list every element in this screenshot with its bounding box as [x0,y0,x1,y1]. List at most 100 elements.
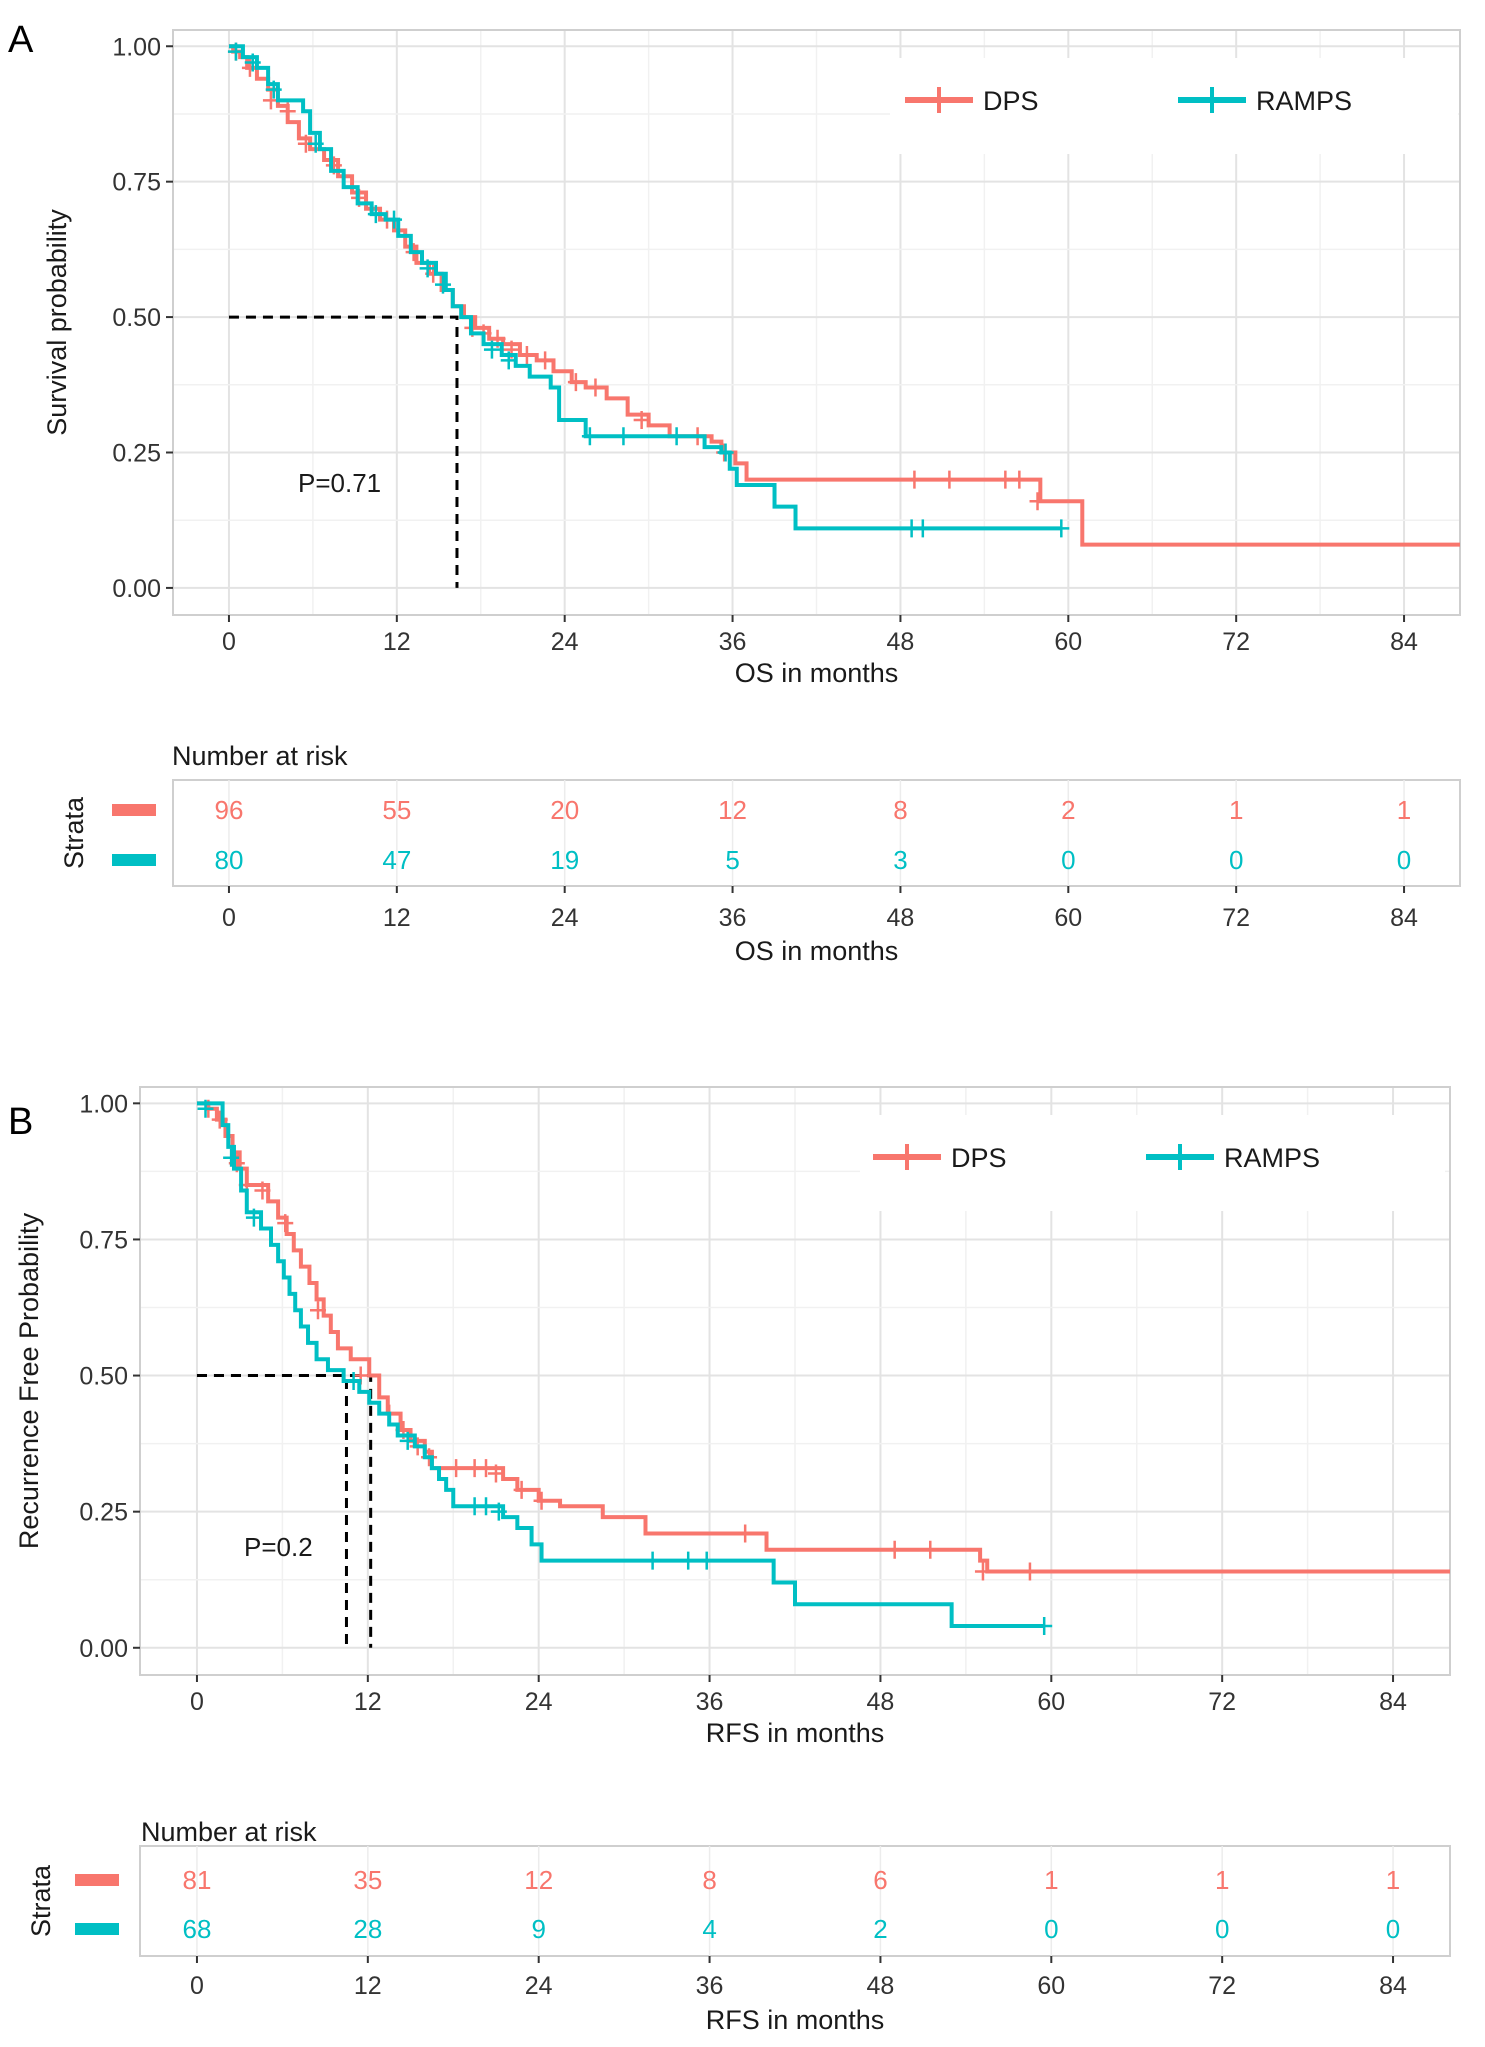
plot-border [139,1086,1451,1676]
risk-count-ramps: 28 [353,1914,382,1944]
x-tick-label: 84 [1390,628,1418,656]
censor-mark-dps [997,470,1014,489]
strata-label: Strata [59,796,89,869]
legend: DPS RAMPS [890,58,1458,154]
censor-mark-dps [487,1464,504,1483]
legend: DPS RAMPS [860,1115,1445,1211]
risk-count-dps: 81 [182,1865,211,1895]
risk-count-dps: 55 [382,795,411,825]
censor-mark-ramps [644,1551,661,1570]
x-tick-label: 36 [696,1688,724,1716]
series-line-ramps [228,44,1062,531]
strata-label: Strata [26,1864,56,1937]
risk-x-tick-label: 72 [1208,1972,1236,2000]
x-tick-label: 0 [222,628,236,656]
legend-box [890,58,1458,154]
risk-count-dps: 96 [214,795,243,825]
censor-mark-ramps [483,340,500,359]
censor-mark-ramps [223,1148,240,1167]
censor-mark-ramps [227,42,244,61]
risk-count-ramps: 3 [893,845,907,875]
censor-mark-dps [537,351,554,370]
censor-mark-dps [906,470,923,489]
risk-table: Number at risk 96 55 20 12 8 2 1 1 80 47 19 5 3 0 0 0 Str… [59,741,1461,966]
censor-mark-ramps [197,1099,214,1118]
y-axis-label: Recurrence Free Probability [14,1212,44,1549]
censor-mark-ramps [434,275,451,294]
panel-letter: A [8,19,34,61]
censor-mark-ramps [581,427,598,446]
censor-mark-ramps [914,519,931,538]
risk-x-tick-label: 0 [222,904,236,932]
censor-mark-dps [1011,470,1028,489]
x-tick-label: 24 [525,1688,553,1716]
censor-mark-ramps [490,1502,507,1521]
legend-label-dps: DPS [983,86,1039,116]
plot-border [172,29,1461,616]
strata-color-ramps [112,854,156,866]
y-tick-label: 0.00 [79,1635,128,1663]
risk-count-dps: 1 [1386,1865,1400,1895]
risk-table-box [139,1845,1451,1957]
x-axis-label: OS in months [735,658,899,688]
risk-x-tick-label: 12 [354,1972,382,2000]
censor-mark-dps [1029,492,1046,511]
y-tick-label: 1.00 [112,33,161,61]
risk-x-tick-label: 24 [525,1972,553,2000]
censor-mark-ramps [717,443,734,462]
risk-table-title: Number at risk [141,1817,317,1847]
risk-table-title: Number at risk [172,741,348,771]
censor-mark-dps [279,102,296,121]
p-value: P=0.2 [244,1532,313,1562]
x-tick-label: 72 [1208,1688,1236,1716]
risk-count-ramps: 0 [1386,1914,1400,1944]
risk-count-ramps: 0 [1044,1914,1058,1944]
risk-x-tick-label: 0 [190,1972,204,2000]
censor-mark-dps [254,1181,271,1200]
risk-count-dps: 1 [1397,795,1411,825]
censor-mark-ramps [680,1551,697,1570]
risk-count-ramps: 0 [1215,1914,1229,1944]
risk-x-tick-label: 36 [696,1972,724,2000]
risk-count-ramps: 47 [382,845,411,875]
censor-mark-dps [211,1110,228,1129]
censor-mark-ramps [698,1551,715,1570]
risk-count-ramps: 5 [725,845,739,875]
y-tick-label: 0.00 [112,575,161,603]
risk-count-ramps: 0 [1397,845,1411,875]
x-tick-label: 60 [1054,628,1082,656]
censor-mark-ramps [478,1497,495,1516]
risk-count-dps: 2 [1061,795,1075,825]
risk-x-tick-label: 36 [719,904,747,932]
censor-mark-dps [533,1491,550,1510]
p-value: P=0.71 [298,468,381,498]
x-tick-label: 84 [1379,1688,1407,1716]
legend-label-ramps: RAMPS [1256,86,1352,116]
panel-letter: B [8,1101,33,1143]
censor-mark-dps [587,378,604,397]
censor-mark-dps [737,1524,754,1543]
y-tick-label: 0.25 [112,440,161,468]
censor-mark-ramps [245,1208,262,1227]
risk-count-dps: 1 [1215,1865,1229,1895]
censor-mark-dps [277,1214,294,1233]
x-tick-label: 12 [354,1688,382,1716]
median-line [228,315,459,588]
risk-count-ramps: 68 [182,1914,211,1944]
y-tick-label: 0.75 [79,1226,128,1254]
risk-x-axis-label: OS in months [735,936,899,966]
censor-mark-dps [478,1459,495,1478]
risk-x-tick-label: 48 [867,1972,895,2000]
x-tick-label: 48 [887,628,915,656]
censor-mark-ramps [399,1431,416,1450]
risk-count-dps: 12 [718,795,747,825]
strata-color-dps [75,1874,119,1886]
strata-color-dps [112,804,156,816]
strata-color-ramps [75,1923,119,1935]
censor-mark-ramps [244,53,261,72]
censor-mark-dps [448,1459,465,1478]
censor-mark-ramps [345,1372,362,1390]
y-tick-label: 0.50 [112,304,161,332]
